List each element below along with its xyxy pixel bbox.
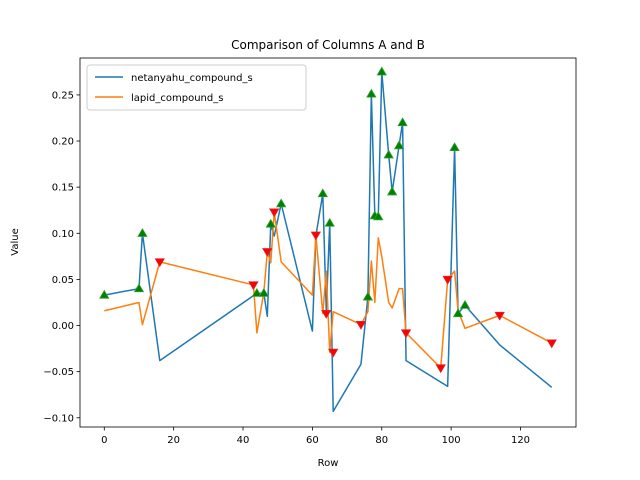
axes-background bbox=[80, 58, 576, 427]
up-marker bbox=[265, 218, 276, 228]
up-marker bbox=[258, 287, 270, 297]
x-tick-label: 40 bbox=[237, 435, 250, 446]
up-marker bbox=[362, 291, 374, 301]
down-marker bbox=[546, 339, 557, 349]
up-marker bbox=[452, 308, 464, 318]
up-marker bbox=[459, 299, 471, 309]
x-tick-label: 20 bbox=[167, 435, 180, 446]
down-marker bbox=[400, 329, 412, 339]
up-marker bbox=[99, 289, 110, 299]
up-marker bbox=[386, 186, 398, 196]
up-marker bbox=[133, 283, 145, 293]
down-marker bbox=[262, 248, 273, 258]
up-marker bbox=[275, 198, 287, 208]
legend: netanyahu_compound_s lapid_compound_s bbox=[86, 64, 307, 111]
y-tick-label: −0.10 bbox=[43, 413, 74, 424]
legend-label-series-1: netanyahu_compound_s bbox=[131, 73, 253, 84]
down-marker bbox=[355, 321, 367, 330]
x-tick-label: 80 bbox=[375, 435, 388, 446]
down-marker bbox=[321, 309, 332, 319]
up-marker bbox=[366, 88, 377, 98]
up-marker bbox=[373, 211, 384, 221]
chart-title: Comparison of Columns A and B bbox=[231, 38, 425, 52]
down-marker bbox=[269, 208, 280, 218]
y-axis: −0.10 −0.05 0.00 0.05 0.10 0.15 0.20 0.25 bbox=[43, 90, 80, 424]
y-tick-label: 0.00 bbox=[52, 321, 74, 332]
x-tick-label: 100 bbox=[442, 435, 461, 446]
down-marker bbox=[248, 281, 259, 291]
down-marker bbox=[310, 231, 322, 241]
up-marker bbox=[449, 142, 460, 152]
y-tick-label: 0.10 bbox=[52, 229, 74, 240]
legend-label-series-2: lapid_compound_s bbox=[131, 93, 223, 104]
x-axis-label: Row bbox=[318, 458, 339, 469]
up-marker bbox=[317, 188, 328, 198]
y-tick-label: 0.15 bbox=[52, 183, 74, 194]
up-marker bbox=[251, 287, 263, 297]
up-marker bbox=[397, 117, 408, 127]
y-tick-label: 0.05 bbox=[52, 275, 74, 286]
x-tick-label: 120 bbox=[511, 435, 530, 446]
down-marker bbox=[494, 311, 505, 321]
axes-frame bbox=[79, 57, 577, 428]
x-tick-label: 60 bbox=[306, 435, 319, 446]
up-marker bbox=[383, 149, 394, 159]
y-tick-label: −0.05 bbox=[43, 367, 74, 378]
down-marker bbox=[154, 258, 165, 268]
up-marker bbox=[324, 217, 335, 227]
down-marker bbox=[435, 364, 446, 374]
y-tick-label: 0.20 bbox=[52, 137, 74, 148]
up-marker bbox=[393, 140, 405, 150]
down-marker bbox=[442, 275, 453, 285]
down-marker bbox=[328, 348, 339, 358]
marker-layer bbox=[99, 66, 557, 374]
up-marker bbox=[376, 66, 387, 76]
legend-box bbox=[86, 64, 307, 111]
x-tick-label: 0 bbox=[101, 435, 107, 446]
x-axis: 0 20 40 60 80 100 120 bbox=[101, 427, 530, 446]
up-marker bbox=[137, 227, 148, 237]
plot-area bbox=[79, 57, 577, 428]
y-axis-label: Value bbox=[10, 228, 21, 255]
y-tick-label: 0.25 bbox=[52, 90, 74, 101]
series-line-1 bbox=[104, 71, 553, 413]
